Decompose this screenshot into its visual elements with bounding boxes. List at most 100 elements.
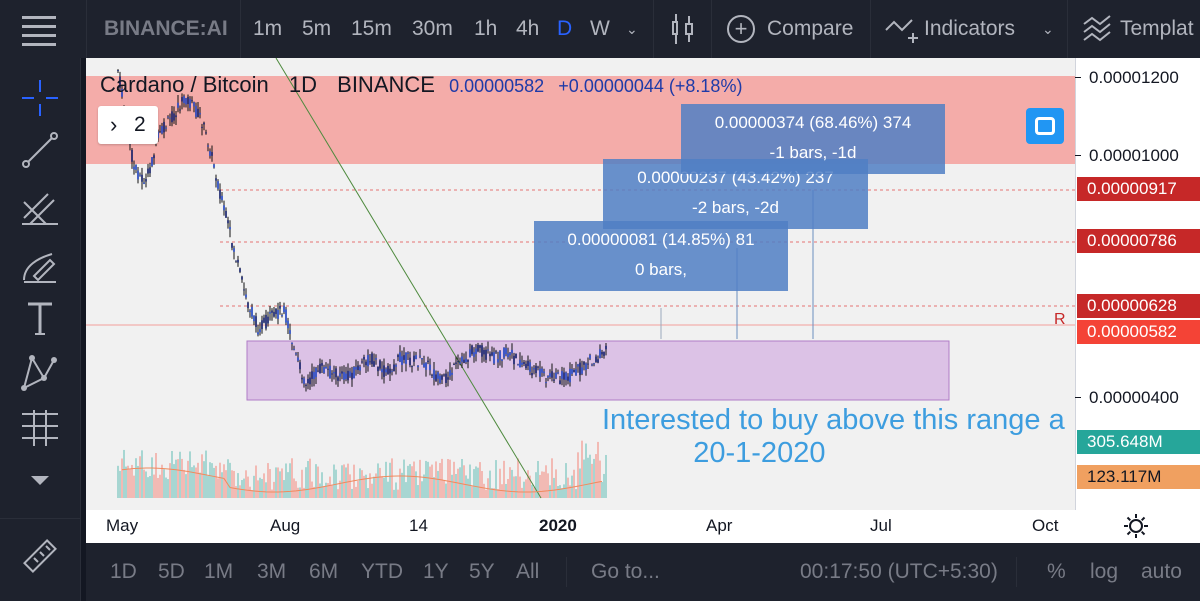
volume-bar — [279, 471, 281, 498]
volume-bar — [543, 471, 545, 498]
auto-toggle[interactable]: auto — [1141, 560, 1182, 583]
candle-body — [187, 96, 189, 105]
fib-tools-icon[interactable] — [20, 188, 60, 228]
candle-body — [151, 157, 153, 167]
templates-button[interactable]: Templat — [1080, 0, 1200, 58]
range-1d[interactable]: 1D — [110, 560, 137, 583]
candle-body — [183, 96, 185, 104]
candle-body — [401, 356, 403, 365]
candle-body — [493, 352, 495, 364]
volume-bar — [557, 486, 559, 498]
candle-body — [575, 369, 577, 376]
chart-legend[interactable]: Cardano / Bitcoin 1D BINANCE 0.00000582 … — [100, 72, 742, 98]
gear-icon[interactable] — [1123, 513, 1149, 539]
chart-pane[interactable]: Cardano / Bitcoin 1D BINANCE 0.00000582 … — [86, 58, 1075, 510]
crosshair-icon[interactable] — [20, 78, 60, 118]
candle-body — [425, 362, 427, 370]
ruler-icon[interactable] — [20, 536, 60, 576]
candle-body — [253, 315, 255, 322]
candle-body — [569, 368, 571, 383]
annotation-text[interactable]: Interested to buy above this range a 20-… — [602, 404, 1065, 470]
compare-button[interactable]: + Compare — [727, 0, 861, 58]
range-6m[interactable]: 6M — [309, 560, 339, 583]
volume-bar — [383, 477, 385, 498]
volume-bar — [275, 467, 277, 498]
candle-body — [497, 359, 499, 363]
measure-box-3[interactable]: 0.00000374 (68.46%) 374 -1 bars, -1d — [681, 104, 945, 174]
volume-bar — [401, 472, 403, 498]
volume-bar — [215, 465, 217, 498]
goto-button[interactable]: Go to... — [591, 560, 660, 583]
candle-body — [361, 361, 363, 363]
range-box[interactable] — [246, 340, 950, 401]
candle-body — [289, 330, 291, 334]
interval-d[interactable]: D — [557, 17, 573, 40]
range-5y[interactable]: 5Y — [469, 560, 495, 583]
volume-bar — [179, 451, 181, 498]
interval-4h[interactable]: 4h — [516, 17, 540, 40]
symbol-search[interactable]: BINANCE:AI — [104, 17, 228, 40]
brush-icon[interactable] — [20, 246, 60, 286]
volume-bar — [489, 470, 491, 498]
time-axis[interactable]: May Aug 14 2020 Apr Jul Oct — [86, 510, 1075, 543]
volume-bar — [541, 471, 543, 498]
interval-15m[interactable]: 15m — [351, 17, 392, 40]
indicators-button[interactable]: Indicators ⌄ — [884, 0, 1064, 58]
candle-body — [343, 372, 345, 380]
volume-bar — [515, 476, 517, 498]
range-3m[interactable]: 3M — [257, 560, 287, 583]
candle-body — [547, 376, 549, 378]
interval-dropdown-icon[interactable]: ⌄ — [626, 21, 638, 37]
interval-1m[interactable]: 1m — [253, 17, 283, 40]
range-1y[interactable]: 1Y — [423, 560, 449, 583]
interval-30m[interactable]: 30m — [412, 17, 453, 40]
candle-body — [421, 358, 423, 360]
candle-body — [441, 375, 443, 380]
volume-bar — [555, 469, 557, 498]
percent-toggle[interactable]: % — [1047, 560, 1066, 583]
trend-line-icon[interactable] — [20, 130, 60, 170]
patterns-icon[interactable] — [20, 352, 60, 392]
volume-bar — [231, 470, 233, 498]
range-all[interactable]: All — [516, 560, 540, 583]
interval-5m[interactable]: 5m — [302, 17, 332, 40]
candle-body — [471, 345, 473, 354]
volume-bar — [437, 470, 439, 498]
log-toggle[interactable]: log — [1090, 560, 1119, 583]
prediction-tools-icon[interactable] — [20, 408, 60, 448]
candle-body — [285, 309, 287, 323]
volume-bar — [381, 476, 383, 498]
range-ytd[interactable]: YTD — [361, 560, 403, 583]
volume-bar — [217, 478, 219, 498]
measure-box-1[interactable]: 0.00000081 (14.85%) 81 0 bars, — [534, 221, 788, 291]
candle-body — [491, 352, 493, 356]
fullscreen-button[interactable] — [1026, 108, 1064, 144]
volume-bar — [291, 458, 293, 498]
interval-1h[interactable]: 1h — [474, 17, 498, 40]
text-tool-icon[interactable] — [20, 298, 60, 338]
volume-bar — [225, 470, 227, 498]
range-1m[interactable]: 1M — [204, 560, 234, 583]
volume-bar — [523, 481, 525, 498]
trend-line[interactable] — [275, 58, 542, 499]
volume-bar — [339, 480, 341, 498]
volume-bar — [267, 463, 269, 498]
volume-bar — [147, 477, 149, 498]
volume-bar — [157, 477, 159, 498]
clock[interactable]: 00:17:50 (UTC+5:30) — [800, 560, 998, 583]
candle-body — [335, 368, 337, 378]
range-5d[interactable]: 5D — [158, 560, 185, 583]
candle-body — [325, 366, 327, 369]
interval-w[interactable]: W — [590, 17, 610, 40]
chart-type-icon[interactable] — [672, 14, 696, 44]
price-badge-917: 0.00000917 — [1077, 177, 1200, 201]
menu-icon[interactable] — [22, 14, 56, 46]
volume-bar — [447, 459, 449, 498]
volume-bar — [127, 465, 129, 498]
candle-body — [525, 363, 527, 369]
candle-body — [121, 88, 123, 97]
indicators-toggle[interactable]: › 2 — [98, 106, 158, 144]
volume-bar — [493, 488, 495, 498]
more-tools-icon[interactable] — [31, 476, 49, 485]
volume-bar — [591, 463, 593, 498]
